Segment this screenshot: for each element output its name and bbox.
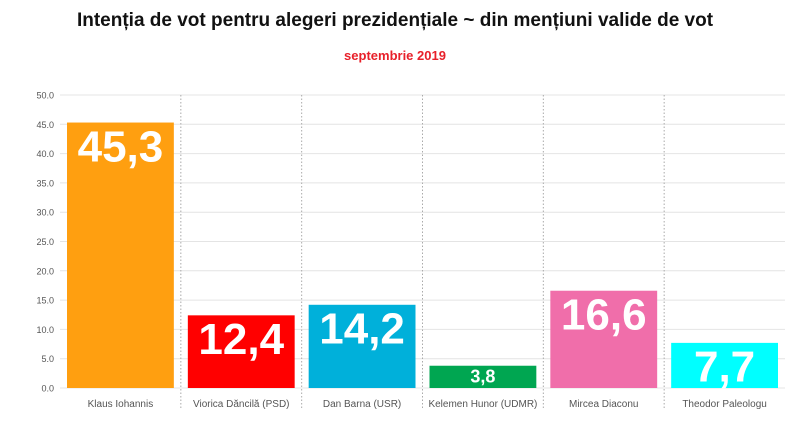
y-tick-label: 40.0 xyxy=(36,149,54,159)
y-tick-label: 5.0 xyxy=(41,354,54,364)
x-tick-label: Theodor Paleologu xyxy=(682,399,767,410)
bar-5 xyxy=(671,342,778,388)
bar-0 xyxy=(67,122,174,389)
y-tick-label: 10.0 xyxy=(36,325,54,335)
data-label: 3,8 xyxy=(470,367,495,387)
data-label: 45,3 xyxy=(78,122,164,171)
data-label: 12,4 xyxy=(198,315,284,364)
chart-subtitle: septembrie 2019 xyxy=(344,48,446,63)
y-tick-label: 25.0 xyxy=(36,237,54,247)
data-label: 7,7 xyxy=(694,343,755,392)
x-tick-label: Klaus Iohannis xyxy=(88,399,154,410)
bar-3 xyxy=(429,365,537,388)
y-tick-label: 15.0 xyxy=(36,296,54,306)
y-tick-label: 0.0 xyxy=(41,384,54,394)
chart-title: Intenția de vot pentru alegeri prezidenț… xyxy=(76,10,714,31)
x-tick-label: Kelemen Hunor (UDMR) xyxy=(428,399,537,410)
bar-4 xyxy=(550,290,658,388)
x-tick-label: Dan Barna (USR) xyxy=(323,399,401,410)
bar-1 xyxy=(187,315,295,388)
y-tick-label: 50.0 xyxy=(36,91,54,101)
y-tick-label: 30.0 xyxy=(36,208,54,218)
bar-2 xyxy=(308,304,416,388)
x-tick-label: Viorica Dăncilă (PSD) xyxy=(193,399,290,410)
y-tick-label: 45.0 xyxy=(36,120,54,130)
x-tick-label: Mircea Diaconu xyxy=(569,399,638,410)
y-tick-label: 20.0 xyxy=(36,266,54,276)
y-tick-label: 35.0 xyxy=(36,178,54,188)
data-label: 16,6 xyxy=(561,290,647,339)
data-label: 14,2 xyxy=(319,305,405,354)
